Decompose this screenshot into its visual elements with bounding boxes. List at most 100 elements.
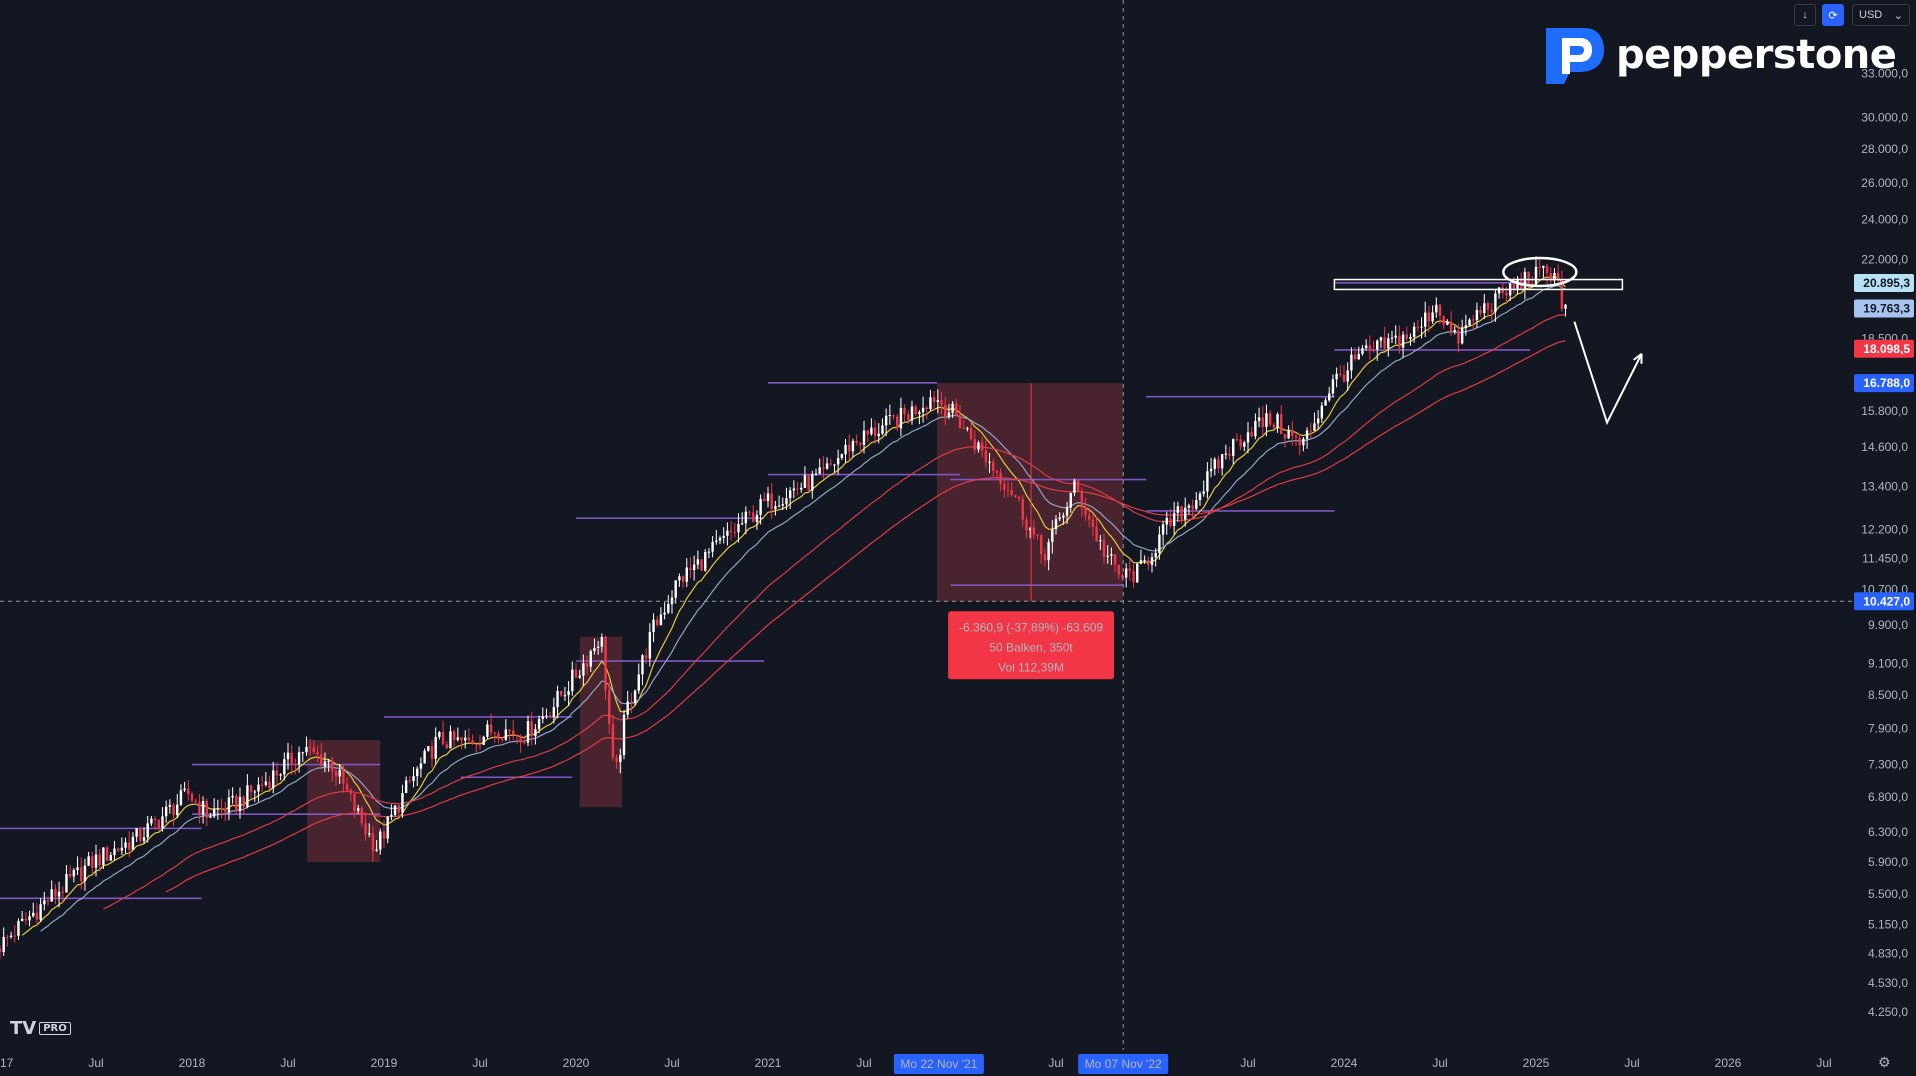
- candle-body: [331, 760, 334, 772]
- candle-body: [851, 440, 855, 452]
- candle-body: [892, 414, 895, 417]
- candle-body: [1091, 519, 1095, 527]
- y-tick-label: 5.900,0: [1868, 855, 1908, 869]
- candle-body: [958, 415, 962, 429]
- y-tick-label: 8.500,0: [1868, 688, 1908, 702]
- candle-body: [656, 619, 659, 626]
- candle-body: [1228, 453, 1231, 456]
- candle-body: [1372, 349, 1375, 351]
- gear-icon[interactable]: ⚙: [1878, 1054, 1891, 1070]
- candle-body: [1088, 515, 1091, 520]
- candle-body: [914, 406, 917, 415]
- candle-body: [360, 808, 364, 824]
- candle-body: [722, 535, 725, 538]
- y-tick-label: 4.830,0: [1868, 947, 1908, 961]
- candle-body: [932, 397, 936, 402]
- candle-body: [1124, 568, 1128, 578]
- candle-body: [1287, 430, 1290, 439]
- candle-body: [1128, 568, 1132, 571]
- candle-body: [172, 804, 175, 816]
- platform-tier: PRO: [39, 1022, 71, 1035]
- candle-body: [57, 891, 61, 897]
- candle-body: [242, 796, 245, 807]
- candle-body: [1364, 345, 1368, 349]
- candle-body: [1272, 424, 1276, 428]
- x-tick-label: 2025: [1523, 1056, 1550, 1070]
- candle-body: [368, 833, 371, 835]
- x-tick-label: Jul: [664, 1056, 679, 1070]
- y-tick-label: 6.300,0: [1868, 825, 1908, 839]
- candle-body: [1198, 493, 1202, 501]
- candle-body: [1209, 468, 1213, 472]
- candle-body: [102, 847, 105, 866]
- candle-body: [1435, 304, 1438, 313]
- candle-body: [91, 856, 94, 868]
- level-lines: [0, 282, 1531, 900]
- candle-body: [929, 397, 932, 410]
- candle-body: [297, 752, 301, 765]
- brand-name: pepperstone: [1616, 32, 1897, 78]
- candle-body: [43, 900, 46, 905]
- candle-body: [253, 791, 256, 793]
- candle-body: [1545, 265, 1549, 274]
- candle-body: [246, 785, 249, 807]
- candle-body: [146, 823, 149, 838]
- candle-body: [382, 831, 386, 839]
- candle-body: [571, 669, 574, 692]
- candle-body: [726, 530, 729, 536]
- candle-body: [216, 808, 220, 810]
- price-axis[interactable]: [1852, 0, 1916, 1050]
- sync-button[interactable]: ⟳: [1822, 4, 1844, 26]
- candle-body: [870, 427, 873, 435]
- candle-body: [585, 663, 589, 667]
- candle-body: [294, 764, 297, 766]
- candle-body: [120, 847, 124, 851]
- candle-body: [1176, 506, 1180, 513]
- candle-body: [523, 742, 526, 744]
- candle-body: [896, 416, 899, 429]
- y-tick-label: 28.000,0: [1861, 142, 1908, 156]
- candle-body: [80, 867, 83, 881]
- candle-body: [349, 790, 352, 794]
- candle-body: [475, 744, 478, 746]
- candle-body: [888, 414, 892, 416]
- download-button[interactable]: ↓: [1794, 4, 1816, 26]
- candle-body: [608, 690, 611, 724]
- candle-body: [1553, 272, 1556, 281]
- candle-body: [486, 724, 489, 737]
- candle-body: [659, 614, 663, 626]
- candle-body: [1331, 379, 1335, 394]
- candle-body: [811, 474, 814, 491]
- candle-body: [1376, 340, 1379, 350]
- currency-label: USD: [1859, 9, 1883, 21]
- candle-body: [142, 837, 146, 841]
- y-tick-label: 22.000,0: [1861, 252, 1908, 266]
- candle-body: [759, 498, 762, 515]
- candle-body: [873, 427, 877, 437]
- candle-body: [194, 800, 197, 802]
- y-tick-label: 12.200,0: [1861, 522, 1908, 536]
- y-tick-label: 5.150,0: [1868, 917, 1908, 931]
- candle-body: [788, 490, 792, 499]
- measure-tooltip: -6.360,9 (-37,89%) -63.609 50 Balken, 350…: [948, 611, 1115, 680]
- candle-body: [1014, 495, 1017, 497]
- pepperstone-p-logo: [1546, 28, 1604, 84]
- candle-body: [648, 632, 652, 659]
- resistance-zone-box: [1333, 278, 1624, 291]
- candle-body: [1305, 430, 1309, 439]
- candle-body: [1006, 489, 1010, 491]
- candle-body: [35, 912, 39, 920]
- x-tick-label: Jul: [1048, 1056, 1063, 1070]
- candle-body: [401, 792, 404, 813]
- candle-body: [46, 900, 50, 902]
- candle-body: [83, 865, 87, 881]
- ema-blue-line: [40, 285, 1566, 932]
- candle-body: [1446, 321, 1449, 325]
- candle-body: [1291, 430, 1294, 436]
- currency-select[interactable]: USD ⌄: [1852, 4, 1910, 26]
- platform-name: TV: [10, 1018, 37, 1039]
- candle-body: [833, 464, 836, 466]
- candle-body: [345, 783, 349, 791]
- candle-body: [1457, 330, 1460, 344]
